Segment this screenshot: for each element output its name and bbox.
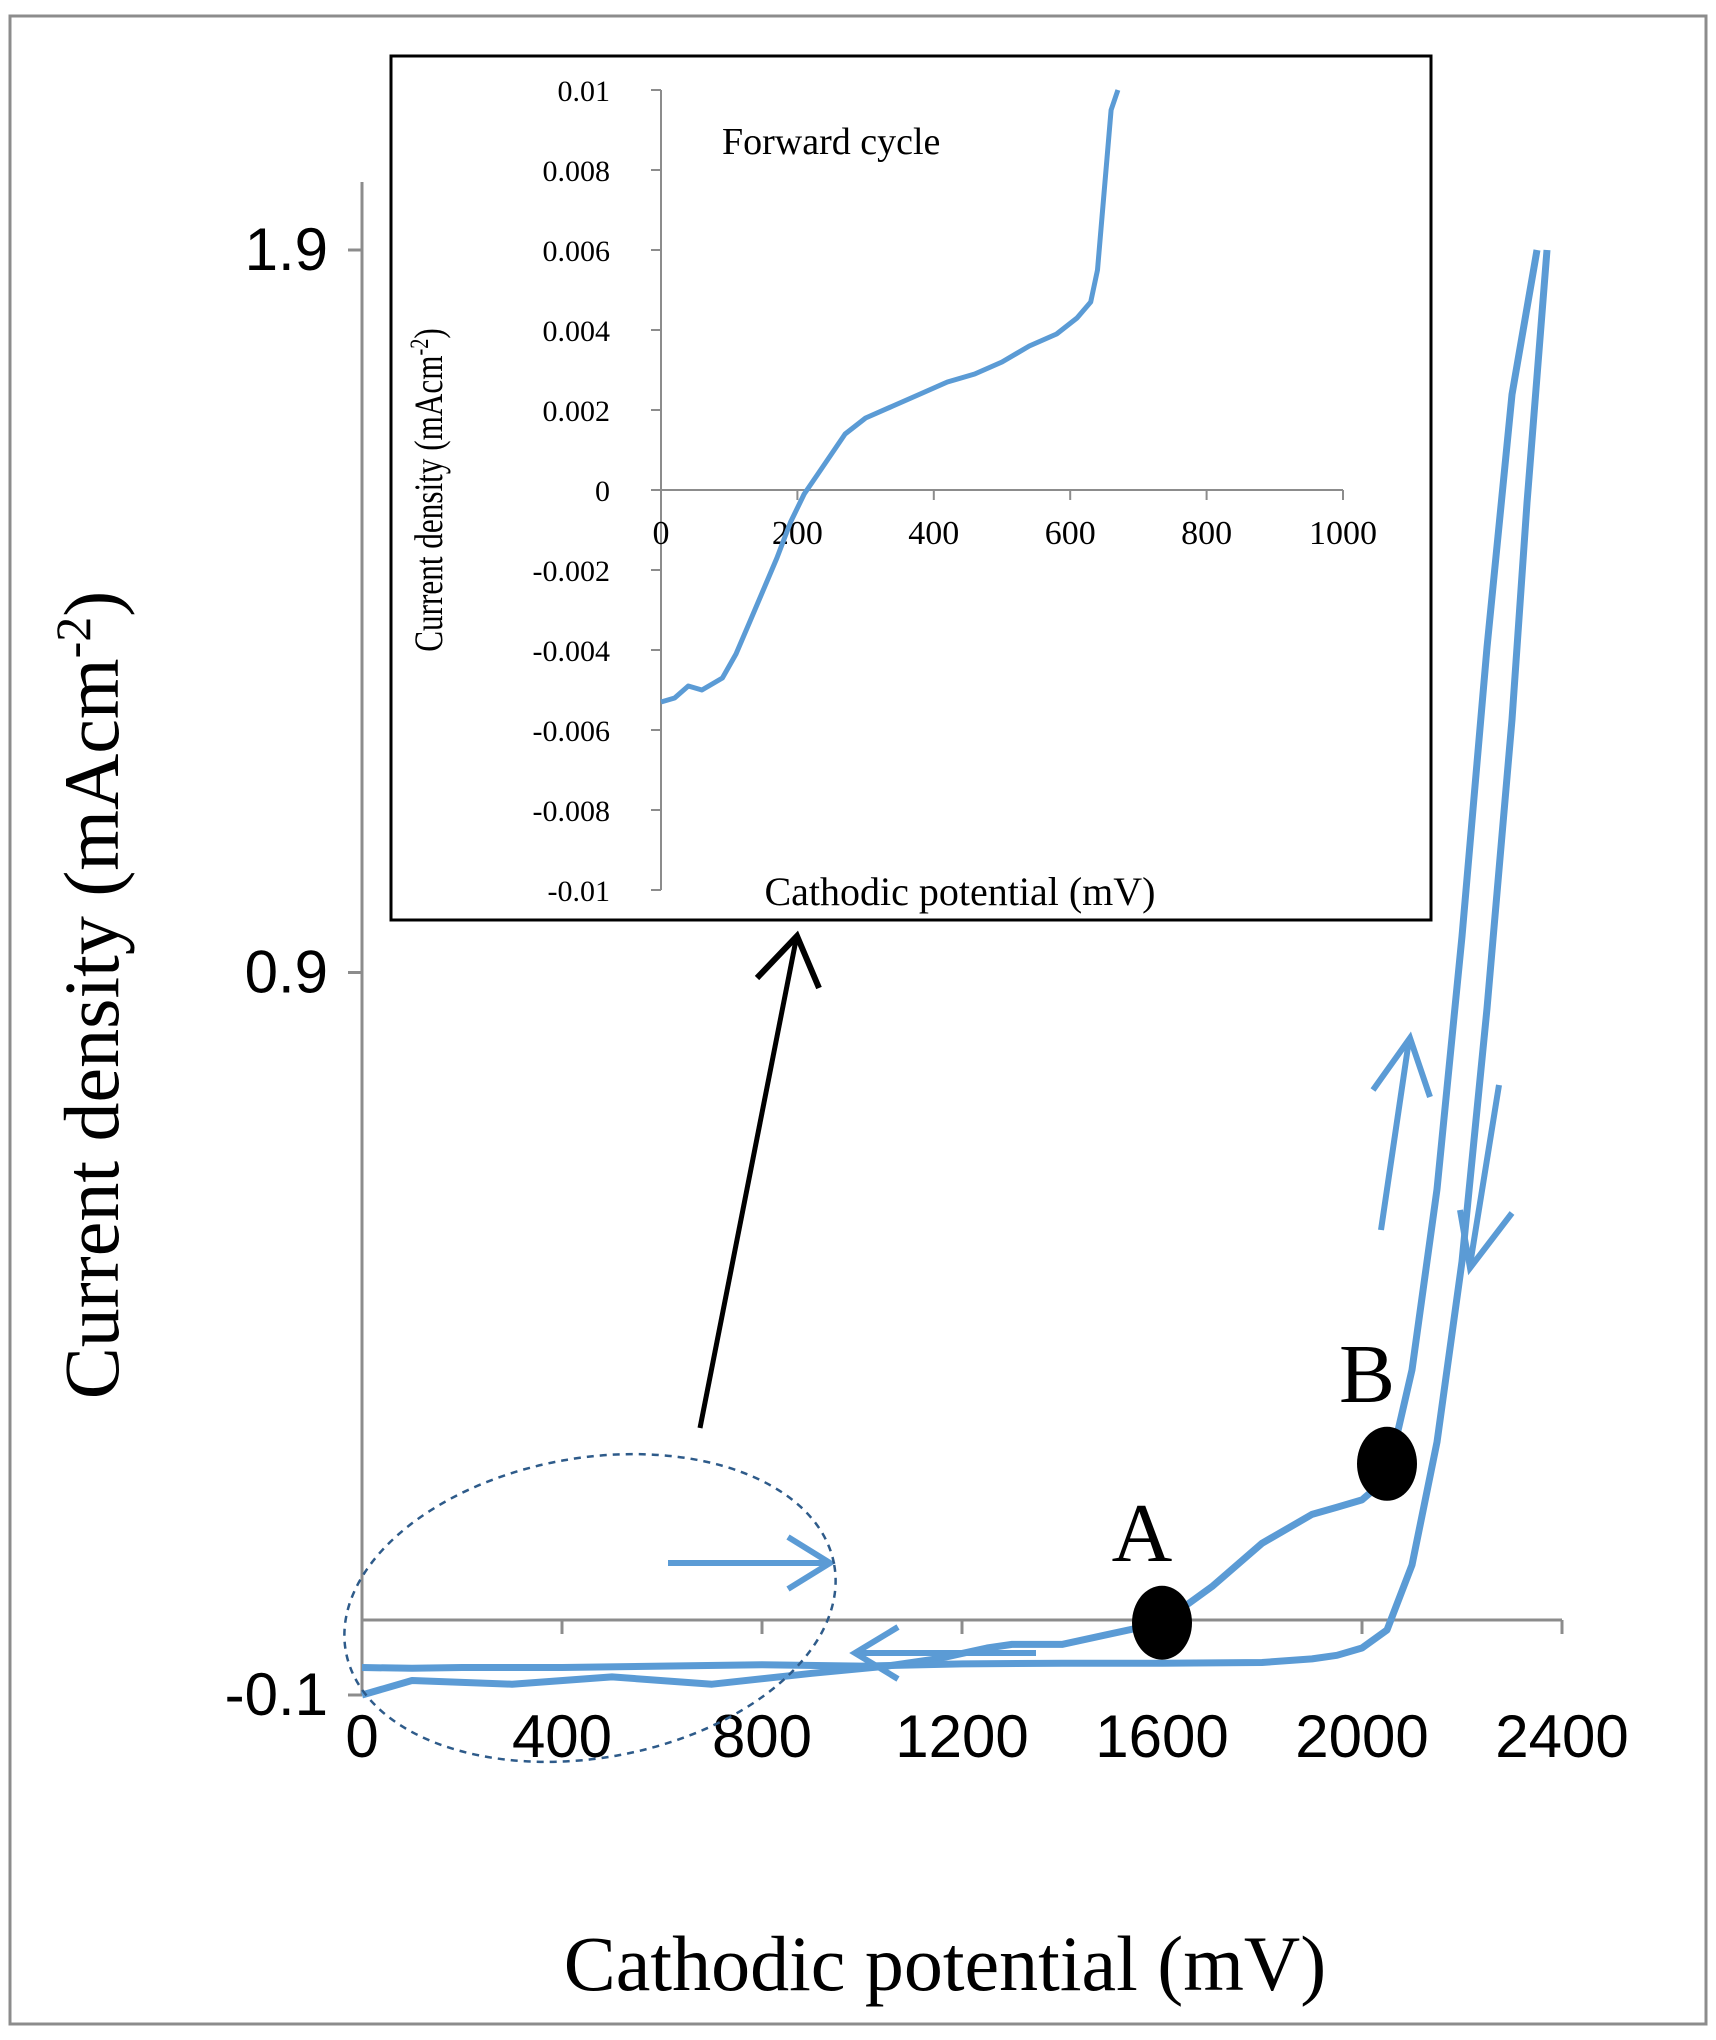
inset-series (660, 89, 1121, 705)
inset-y-title-close: ) (406, 328, 451, 338)
main-x-tick-label: 1600 (1095, 1703, 1228, 1770)
main-y-title-sup: -2 (45, 617, 101, 659)
main-y-tick-label: 0.9 (245, 939, 328, 1006)
inset-y-tick-label: -0.01 (548, 875, 611, 908)
forward-arrow-low-head (786, 1534, 836, 1592)
main-y-title-close: ) (48, 591, 135, 617)
reverse-arrow-high-shaft (1467, 1084, 1502, 1266)
main-x-tick-label: 1200 (895, 1703, 1028, 1770)
point-a-marker (1132, 1585, 1192, 1660)
main-x-tick-label: 0 (345, 1703, 378, 1770)
inset-y-tick-label: 0 (595, 475, 610, 508)
main-y-axis-title: Current density (mAcm-2) (45, 591, 135, 1400)
main-x-axis-title: Cathodic potential (mV) (564, 1920, 1326, 2007)
zoom-region-ellipse (343, 1452, 837, 1764)
point-a-label: A (1112, 1487, 1173, 1580)
inset-y-tick-label: 0.004 (543, 315, 611, 348)
main-x-tick-label: 800 (712, 1703, 812, 1770)
main-ticks: 0 400 800 1200 1600 2000 2400 -0.1 0.9 1.9 (225, 216, 1629, 1770)
main-series-reverse-line (361, 249, 1551, 1672)
inset-y-title-main: Current density (mAcm (406, 355, 451, 651)
inset-x-axis-title: Cathodic potential (mV) (764, 869, 1155, 914)
inset-series-forward-line (660, 89, 1121, 705)
reverse-arrow-high-head (1457, 1209, 1515, 1276)
inset-y-tick-label: -0.004 (533, 635, 611, 668)
direction-arrows (668, 1031, 1515, 1682)
main-y-title-main: Current density (mAcm (48, 658, 135, 1399)
reverse-arrow-low-head (849, 1624, 900, 1682)
inset-chart: 0 200 400 600 800 10000.010.0080.0060.0040.00… (389, 54, 1433, 922)
inset-x-tick-label: 800 (1181, 515, 1232, 552)
inset-y-tick-label: -0.002 (533, 555, 611, 588)
main-chart: 0 400 800 1200 1600 2000 2400-0.10.91.9 AB Cat… (45, 182, 1629, 2007)
forward-arrow-high-head (1370, 1031, 1433, 1098)
inset-y-tick-label: -0.008 (533, 795, 611, 828)
forward-arrow-high-shaft (1378, 1039, 1412, 1231)
inset-x-tick-label: 0 (653, 515, 670, 552)
inset-x-tick-label: 600 (1045, 515, 1096, 552)
inset-ticks: 0 200 400 600 800 10000.010.0080.0060.0040.00… (533, 75, 1378, 908)
inset-y-tick-label: 0.002 (543, 395, 611, 428)
main-x-tick-label: 2000 (1295, 1703, 1428, 1770)
inset-x-tick-label: 400 (908, 515, 959, 552)
inset-y-tick-label: 0.01 (558, 75, 611, 108)
main-points: AB (1112, 1328, 1417, 1660)
inset-annotation-title: Forward cycle (722, 121, 940, 163)
inset-frame (389, 54, 1433, 922)
main-y-tick-label: 1.9 (245, 216, 328, 283)
inset-x-tick-label: 1000 (1309, 515, 1377, 552)
inset-y-axis-title: Current density (mAcm-2) (406, 328, 451, 652)
inset-pointer-arrow (697, 939, 799, 1429)
main-x-tick-label: 400 (512, 1703, 612, 1770)
point-b-marker (1357, 1426, 1417, 1501)
inset-y-title-sup: -2 (406, 339, 435, 356)
main-x-tick-label: 2400 (1495, 1703, 1628, 1770)
inset-pointer-arrowhead (754, 930, 822, 990)
point-b-label: B (1339, 1328, 1395, 1421)
main-y-tick-label: -0.1 (225, 1661, 328, 1728)
inset-y-tick-label: -0.006 (533, 715, 611, 748)
inset-y-tick-label: 0.008 (543, 155, 611, 188)
inset-y-tick-label: 0.006 (543, 235, 611, 268)
